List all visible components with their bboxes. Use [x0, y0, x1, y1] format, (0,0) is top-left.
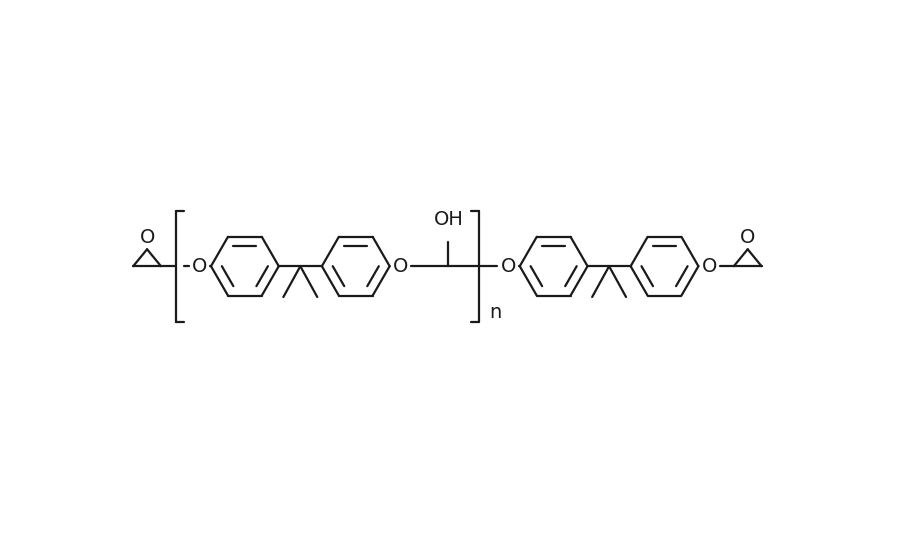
Text: O: O [192, 257, 207, 276]
Text: O: O [740, 228, 755, 247]
Text: n: n [490, 303, 502, 322]
Text: O: O [392, 257, 408, 276]
Text: O: O [500, 257, 516, 276]
Text: O: O [701, 257, 717, 276]
Text: O: O [140, 228, 155, 247]
Text: OH: OH [434, 210, 464, 229]
